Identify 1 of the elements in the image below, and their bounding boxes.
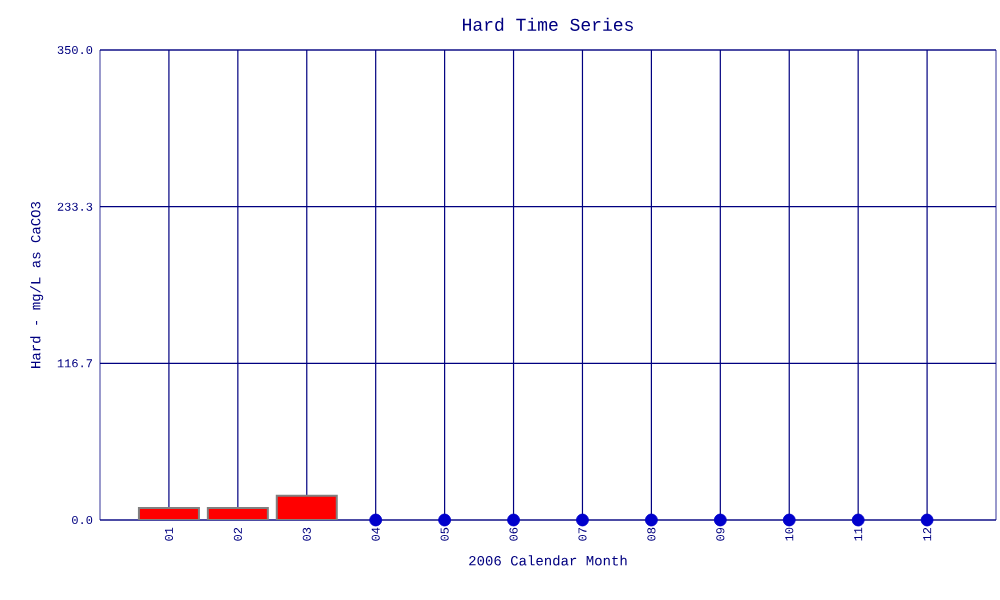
chart-title: Hard Time Series xyxy=(463,17,633,31)
